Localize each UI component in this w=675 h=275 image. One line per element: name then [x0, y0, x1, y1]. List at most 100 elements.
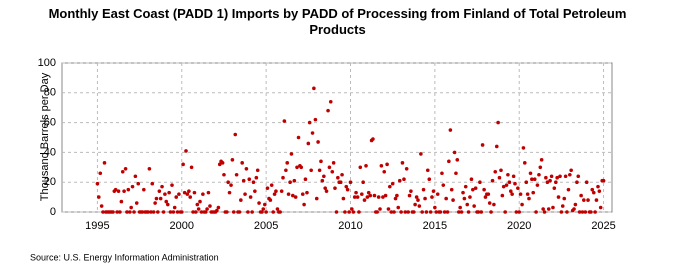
data-point — [403, 210, 408, 214]
data-point — [492, 202, 496, 207]
data-point — [327, 165, 332, 170]
plot-area — [61, 62, 613, 213]
data-point — [539, 158, 544, 162]
data-point — [234, 172, 239, 177]
data-point — [133, 174, 138, 179]
data-point — [447, 159, 451, 164]
data-point — [333, 186, 337, 190]
data-point — [589, 210, 593, 214]
data-point — [222, 172, 226, 177]
data-point — [192, 190, 197, 195]
x-tick-label: 1995 — [85, 220, 109, 232]
y-tick-label: 60 — [44, 117, 56, 129]
data-point — [516, 186, 520, 190]
data-point — [454, 171, 458, 176]
data-point — [233, 132, 238, 137]
data-point — [344, 184, 349, 189]
data-point — [134, 201, 139, 205]
data-point — [463, 184, 468, 189]
data-point — [525, 192, 530, 196]
data-point — [500, 193, 505, 198]
data-point — [364, 164, 368, 168]
data-point — [413, 202, 417, 207]
data-point — [164, 199, 169, 204]
data-point — [340, 172, 344, 177]
data-point — [230, 158, 235, 162]
data-point — [187, 189, 191, 193]
data-point — [538, 165, 543, 170]
x-tick-label: 2020 — [507, 220, 531, 232]
data-point — [278, 210, 282, 214]
data-point — [246, 210, 250, 214]
data-point — [549, 174, 554, 179]
data-point — [479, 210, 484, 214]
data-point — [206, 190, 211, 195]
data-point — [172, 205, 177, 210]
data-point — [385, 162, 389, 167]
data-point — [551, 205, 555, 210]
data-point — [390, 181, 395, 186]
data-point — [336, 175, 340, 180]
data-point — [379, 164, 384, 168]
data-point — [441, 183, 446, 187]
data-point — [399, 210, 403, 214]
data-point — [473, 186, 478, 190]
data-point — [303, 177, 308, 182]
data-point — [163, 192, 167, 196]
data-point — [122, 189, 126, 193]
data-point — [239, 198, 243, 202]
data-point — [295, 165, 299, 170]
data-point — [189, 165, 194, 170]
data-point — [568, 172, 572, 177]
data-point — [427, 177, 432, 182]
data-point — [254, 175, 259, 180]
data-point — [468, 195, 472, 199]
data-point — [128, 210, 132, 214]
data-point — [433, 205, 437, 210]
data-point — [594, 198, 599, 202]
data-point — [307, 120, 312, 125]
data-point — [591, 190, 596, 195]
data-point — [306, 141, 311, 146]
data-point — [452, 150, 457, 155]
data-point — [555, 175, 559, 180]
data-point — [313, 117, 318, 122]
x-tick-label: 2000 — [170, 220, 194, 232]
data-point — [309, 168, 313, 173]
data-point — [400, 161, 405, 165]
data-point — [161, 210, 166, 214]
data-point — [296, 135, 301, 140]
data-point — [250, 210, 254, 214]
data-point — [260, 210, 264, 214]
data-point — [243, 192, 247, 196]
data-point — [168, 210, 173, 214]
data-point — [343, 210, 347, 214]
data-point — [444, 196, 448, 201]
data-point — [586, 198, 590, 202]
data-point — [575, 180, 579, 184]
data-point — [396, 205, 401, 210]
data-point — [558, 174, 562, 179]
data-point — [241, 178, 246, 183]
source-note: Source: U.S. Energy Information Administ… — [30, 252, 219, 262]
data-point — [281, 175, 285, 180]
data-point — [542, 210, 547, 214]
data-point — [566, 187, 571, 192]
data-point — [302, 202, 306, 207]
data-point — [382, 169, 387, 174]
data-point — [323, 186, 327, 190]
data-point — [597, 189, 602, 193]
data-point — [191, 210, 195, 214]
data-point — [151, 210, 156, 214]
y-tick-label: 0 — [50, 206, 56, 218]
data-point — [284, 168, 288, 173]
data-point — [185, 192, 190, 196]
data-point — [150, 181, 155, 186]
data-point — [99, 204, 104, 208]
data-point — [499, 168, 503, 173]
data-point — [365, 195, 370, 199]
data-point — [521, 146, 526, 150]
data-point — [310, 131, 315, 135]
data-point — [461, 190, 465, 195]
data-point — [95, 181, 100, 186]
